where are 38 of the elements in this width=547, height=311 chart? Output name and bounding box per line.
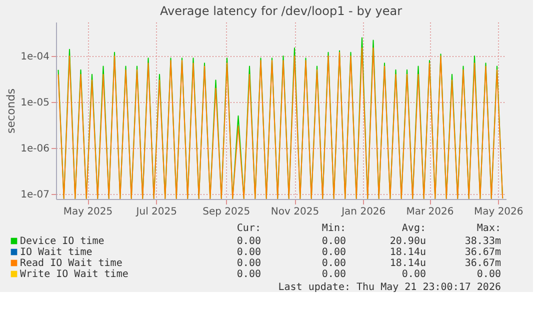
text: 0.00 [322,258,346,269]
chart-title: Average latency for /dev/loop1 - by year [160,4,402,18]
text: 0.00 [236,258,261,269]
y-tick-label: 1e-05 [20,98,50,109]
text: 20.90u [390,236,426,247]
text: 0.00 [236,269,261,280]
x-tick-label: Jan 2026 [340,206,386,218]
x-tick-label: May 2025 [63,206,113,218]
x-tick-label: Sep 2025 [202,206,250,218]
text: 0.00 [476,269,501,280]
y-tick-label: 1e-06 [20,144,50,155]
text: 38.33m [464,236,501,247]
y-axis-title: seconds [4,88,18,134]
legend-label: Write IO Wait time [20,269,128,280]
legend-label: Device IO time [20,236,104,247]
text: 0.00 [402,269,426,280]
text: 0.00 [322,236,346,247]
text: Min: [322,223,346,234]
text: 0.00 [236,247,261,258]
x-tick-label: Jul 2025 [135,206,177,218]
x-tick-label: Nov 2025 [270,206,320,218]
text: Avg: [402,223,426,234]
text: Max: [476,223,501,234]
x-tick-label: Mar 2026 [406,206,454,218]
text: 18.14u [390,258,426,269]
legend-label: Read IO Wait time [20,258,122,269]
text: Cur: [236,223,261,234]
x-tick-label: May 2026 [474,206,524,218]
y-tick-label: 1e-04 [20,52,50,63]
text: 0.00 [322,269,346,280]
y-tick-label: 1e-07 [20,190,50,201]
text: 36.67m [464,258,501,269]
text: 0.00 [322,247,346,258]
text: 36.67m [464,247,501,258]
text: 0.00 [236,236,261,247]
legend-label: IO Wait time [20,247,92,258]
text: 18.14u [390,247,426,258]
text: Last update: Thu May 21 23:00:17 2026 [278,282,501,293]
